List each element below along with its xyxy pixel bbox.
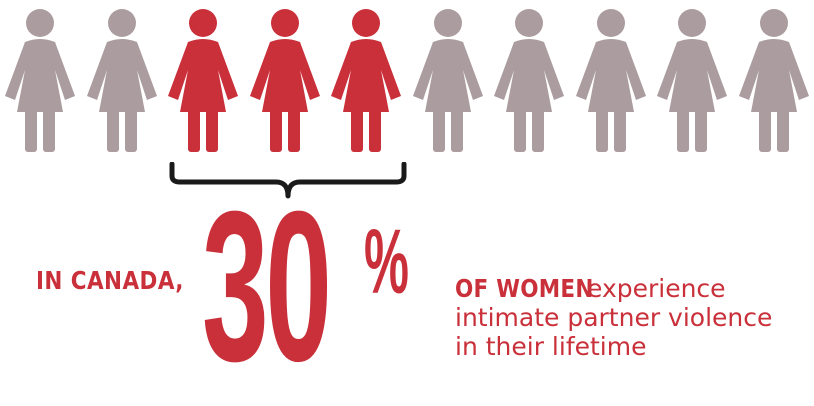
woman-icon <box>248 8 322 156</box>
woman-icon <box>329 8 403 156</box>
percent-sign: % <box>364 211 409 313</box>
percentage-value: 30 <box>202 167 332 406</box>
woman-icon <box>492 8 566 156</box>
subject-label: OF WOMEN <box>455 274 594 303</box>
woman-icon <box>166 8 240 156</box>
location-label: IN CANADA, <box>36 266 184 295</box>
description-line-1: experience <box>587 274 726 303</box>
woman-icon <box>85 8 159 156</box>
brace-icon <box>168 162 408 202</box>
woman-icon <box>737 8 811 156</box>
description-line-3: in their lifetime <box>455 332 647 361</box>
woman-icon <box>3 8 77 156</box>
description: experience intimate partner violence in … <box>455 274 814 361</box>
woman-icon <box>655 8 729 156</box>
woman-icon <box>574 8 648 156</box>
woman-icon <box>411 8 485 156</box>
women-figure-row <box>0 0 814 160</box>
description-line-2: intimate partner violence <box>455 303 773 332</box>
